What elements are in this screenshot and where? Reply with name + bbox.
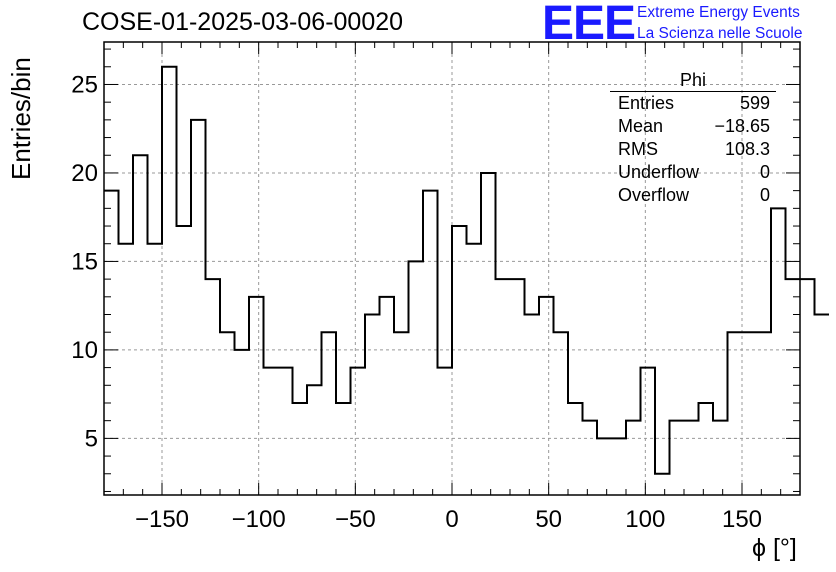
histogram-bin [510,279,525,495]
x-tick-label: 150 [722,506,762,533]
histogram-bin [191,120,206,495]
stats-label: RMS [618,139,658,159]
tick-labels: −150 −100 −50 0 50 100 150 5 10 15 20 25 [71,71,762,533]
histogram-bin [322,332,337,495]
histogram-bin [539,297,554,495]
histogram-bin [249,297,264,495]
stats-row-overflow: Overflow 0 [610,184,776,207]
x-axis-label: ϕ [°] [752,534,797,562]
stats-box: Phi Entries 599 Mean −18.65 RMS 108.3 Un… [610,70,776,207]
histogram-bin [786,279,801,495]
histogram-bin [496,279,511,495]
stats-value: −18.65 [714,116,770,136]
x-tick-label: −50 [335,506,376,533]
stats-value: 599 [739,93,770,113]
histogram-bin [177,226,192,495]
chart-title: COSE-01-2025-03-06-00020 [82,8,404,36]
histogram-bin [757,332,772,495]
histogram-bin [699,403,714,495]
y-tick-label: 10 [71,337,98,364]
histogram-bin [713,421,728,495]
histogram-bin [554,332,569,495]
y-tick-label: 5 [85,425,98,452]
histogram-bin [293,403,308,495]
histogram-bin [728,332,743,495]
histogram-bin [438,368,453,495]
histogram-bin [235,350,250,495]
histogram-bin [380,297,395,495]
y-tick-label: 15 [71,248,98,275]
histogram-bin [467,244,482,495]
histogram-bin [423,191,438,495]
y-axis-label: Entries/bin [6,57,36,180]
stats-label: Entries [618,93,675,113]
histogram-bin [162,67,177,495]
x-tick-label: 0 [445,506,458,533]
stats-label: Overflow [618,185,690,205]
histogram-bin [351,368,366,495]
histogram-bin [684,421,699,495]
stats-label: Mean [618,116,664,136]
histogram-outline [104,65,829,475]
histogram-bin [800,279,815,495]
histogram-bin [525,315,540,495]
histogram-bars [104,65,830,495]
x-tick-label: −100 [232,506,286,533]
logo-subtitle-line2: La Scienza nelle Scuole [637,25,803,42]
y-tick-label: 25 [71,71,98,98]
x-tick-label: 100 [625,506,665,533]
histogram-bin [670,421,685,495]
histogram-bin [104,191,119,495]
x-tick-label: 50 [535,506,562,533]
histogram-bin [641,368,656,495]
histogram-bin [452,226,467,495]
stats-row-rms: RMS 108.3 [610,138,776,161]
histogram-bin [206,279,221,495]
histogram-bin [307,385,322,495]
stats-row-underflow: Underflow 0 [610,161,776,184]
y-tick-label: 20 [71,160,98,187]
histogram-bin [583,421,598,495]
stats-title: Phi [610,70,776,92]
stats-row-mean: Mean −18.65 [610,115,776,138]
histogram-bin [742,332,757,495]
histogram-bin [771,208,786,495]
logo-subtitle-line1: Extreme Energy Events [637,4,800,21]
histogram-bin [220,332,235,495]
histogram-bin [119,244,134,495]
stats-row-entries: Entries 599 [610,92,776,115]
histogram-bin [597,438,612,495]
histogram-bin [264,368,279,495]
x-tick-label: −150 [135,506,189,533]
histogram-bin [278,368,293,495]
histogram-bin [612,438,627,495]
histogram-bin [148,244,163,495]
histogram-bin [568,403,583,495]
histogram-bin [626,421,641,495]
histogram-bin [409,261,424,495]
eee-logo: EEE [542,0,636,50]
stats-value: 0 [759,185,770,205]
histogram-bin [133,155,148,495]
histogram-bin [365,315,380,495]
histogram-bin [815,315,830,495]
histogram-bin [394,332,409,495]
axes [103,41,801,496]
histogram-bin [481,173,496,495]
histogram-bin [336,403,351,495]
histogram-bin [655,474,670,495]
stats-value: 0 [759,162,770,182]
stats-value: 108.3 [724,139,770,159]
stats-label: Underflow [618,162,700,182]
